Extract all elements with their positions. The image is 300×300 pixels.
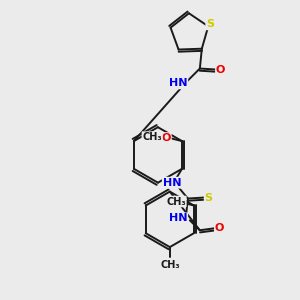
Text: HN: HN [169, 213, 187, 224]
Text: O: O [161, 133, 171, 143]
Text: CH₃: CH₃ [166, 196, 186, 206]
Text: S: S [205, 193, 213, 202]
Text: HN: HN [169, 78, 187, 88]
Text: HN: HN [163, 178, 181, 188]
Text: O: O [216, 64, 225, 74]
Text: methoxy: methoxy [147, 137, 153, 139]
Text: O: O [215, 223, 224, 233]
Text: S: S [206, 19, 214, 29]
Text: CH₃: CH₃ [160, 260, 180, 270]
Text: CH₃: CH₃ [142, 132, 162, 142]
